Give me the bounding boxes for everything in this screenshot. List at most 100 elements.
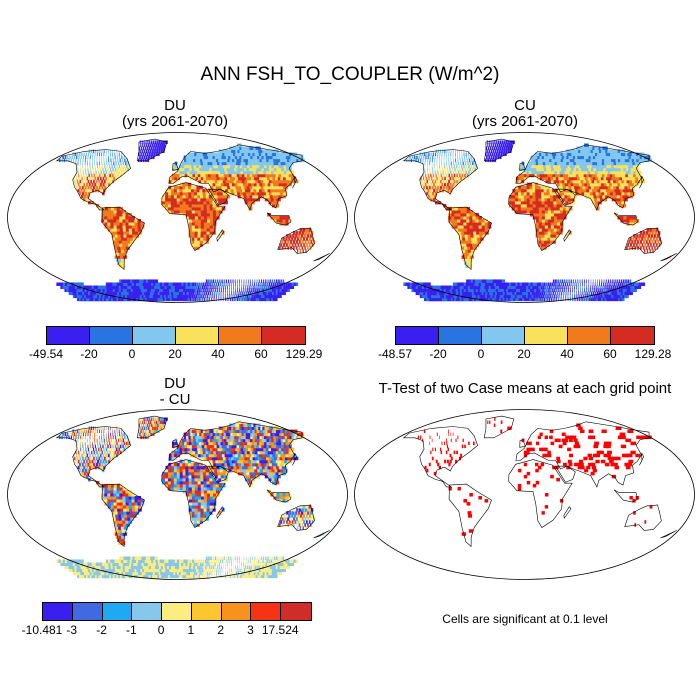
du-coastline-madagascar [216,229,225,242]
du-coastline-south-america [101,206,145,271]
du-coastline-uk [172,162,179,171]
panel-diff-title: DU - CU [20,376,330,408]
colorbar-tick-label: 0 [128,347,136,361]
colorbar-swatch [396,327,439,344]
cu-coastline-eurasia [515,144,650,211]
du-coastline-eurasia [168,144,303,211]
map-du [7,132,348,303]
colorbar-swatch [525,327,568,344]
cu-map-frame [354,132,695,303]
colorbar-swatch [102,603,133,620]
colorbar-swatch [132,603,163,620]
colorbar-swatch [162,603,192,620]
cu-coastline-indonesia [613,212,638,226]
diff-map-frame [7,409,348,580]
diff-coastline-africa [161,459,226,528]
panel-du-title-line2: (yrs 2061-2070) [122,113,228,130]
colorbar-swatch [176,327,219,344]
colorbar-tick-label: 2 [217,623,224,637]
colorbar-swatch [251,603,282,620]
diff-coastline-new-zealand [313,530,330,539]
colorbar-swatch [219,327,262,344]
colorbar-tick-label: -1 [125,623,137,637]
du-coastline-australia [277,227,315,254]
diff-coastline-south-america [101,483,145,548]
ttest-coastline-north-america [402,426,478,488]
ttest-coastline-south-america [448,483,492,548]
du-coastline-africa [161,182,226,251]
du-coastline-north-america [55,149,131,211]
du-coastline-arabia [208,188,229,206]
cu-coastline-north-america [402,149,478,211]
cu-coastline-japan [639,175,644,189]
diff-coastline-north-america [55,426,131,488]
ttest-coastline-uk [519,439,526,448]
du-map-frame [7,132,348,303]
ttest-land-cells [417,417,653,536]
ttest-coastline-greenland [483,415,515,439]
panel-du-title-line1: DU [164,97,186,114]
diff-coastline-eurasia [168,421,303,488]
colorbar-tick-label: -49.54 [28,347,64,361]
panel-ttest-title: T-Test of two Case means at each grid po… [350,381,700,397]
du-coastline-japan [292,175,297,189]
colorbar-tick-label: 17.524 [261,623,299,637]
diff-coastline-greenland [136,415,168,439]
colorbar-tick-label: 129.29 [285,347,323,361]
colorbar-swatch [191,603,222,620]
colorbar-du [46,326,306,345]
ttest-coastline-madagascar [563,506,572,519]
colorbar-swatch [262,327,305,344]
colorbar-tick-label: -2 [96,623,107,637]
colorbar-tick-label: 60 [254,347,268,361]
panel-cu-title-line1: CU [514,97,536,114]
ttest-coastline-australia [624,504,662,531]
colorbar-tick-label: 0 [157,623,165,637]
colorbar-tick-label: -48.57 [377,347,413,361]
map-ttest [354,409,695,580]
colorbar-tick-label: 1 [187,623,195,637]
panel-diff-title-line2: - CU [159,391,191,408]
cu-coastline-madagascar [563,229,572,242]
significance-note: Cells are significant at 0.1 level [442,612,608,626]
colorbar-tick-label: -10.481 [21,623,63,637]
colorbar-du-labels: -49.54 -20 0 20 40 60 129.29 [29,347,322,363]
panel-cu-title-line2: (yrs 2061-2070) [472,113,578,130]
colorbar-swatch [281,603,311,620]
colorbar-tick-label: 0 [477,347,485,361]
colorbar-tick-label: 20 [168,347,182,361]
diff-coastline-madagascar [216,506,225,519]
colorbar-tick-label: 129.28 [634,347,672,361]
cu-coastline-south-america [448,206,492,271]
colorbar-diff [42,602,312,621]
colorbar-tick-label: 40 [560,347,574,361]
map-diff [7,409,348,580]
du-coastline-indonesia [266,212,291,226]
colorbar-tick-label: 60 [603,347,617,361]
colorbar-tick-label: 40 [211,347,225,361]
colorbar-swatch [90,327,133,344]
ttest-map-frame [354,409,695,580]
colorbar-tick-label: 20 [517,347,531,361]
map-cu [354,132,695,303]
colorbar-cu-labels: -48.57 -20 0 20 40 60 129.28 [378,347,671,363]
cu-coastline-greenland [483,138,515,162]
ttest-coastline-japan [639,452,644,466]
cu-coastline-new-zealand [660,253,677,262]
panel-diff-title-line1: DU [164,375,186,392]
du-coastline-new-zealand [313,253,330,262]
colorbar-swatch [611,327,654,344]
colorbar-swatch [568,327,611,344]
panel-du-title: DU (yrs 2061-2070) [20,98,330,130]
cu-coastline-uk [519,162,526,171]
cu-coastline-arabia [555,188,576,206]
colorbar-swatch [133,327,176,344]
cu-land-cells [403,140,671,302]
diff-land-cells [56,417,324,579]
colorbar-swatch [43,603,73,620]
panel-cu-title: CU (yrs 2061-2070) [370,98,680,130]
colorbar-tick-label: -3 [66,623,78,637]
colorbar-tick-label: 3 [247,623,254,637]
cu-coastline-africa [508,182,573,251]
main-title: ANN FSH_TO_COUPLER (W/m^2) [200,64,500,85]
